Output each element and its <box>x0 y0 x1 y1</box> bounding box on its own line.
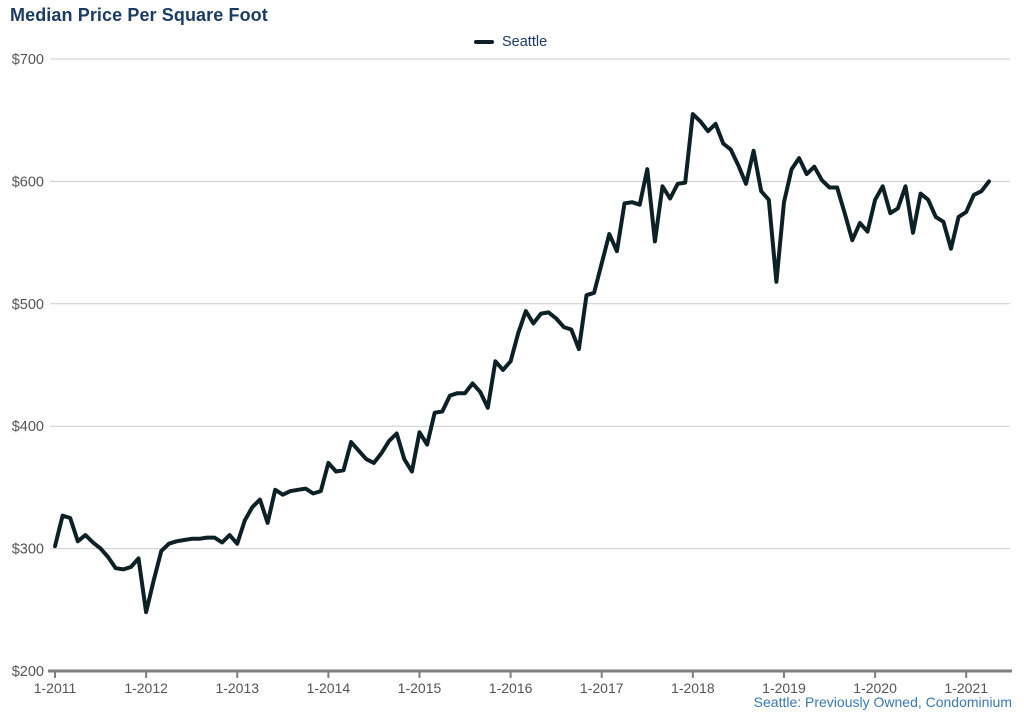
x-axis-label: 1-2019 <box>762 680 806 696</box>
x-axis-label: 1-2013 <box>215 680 259 696</box>
chart-title: Median Price Per Square Foot <box>10 5 268 25</box>
y-axis-label: $700 <box>12 52 44 68</box>
legend-label-seattle: Seattle <box>502 34 548 50</box>
y-axis-label: $200 <box>12 664 44 680</box>
legend: Seattle <box>474 34 547 50</box>
y-axis-label: $400 <box>12 419 44 435</box>
legend-swatch-seattle <box>474 40 494 44</box>
x-axis-label: 1-2015 <box>398 680 442 696</box>
y-axis-label: $300 <box>12 542 44 558</box>
x-axis-label: 1-2018 <box>671 680 715 696</box>
y-axis-label: $500 <box>12 297 44 313</box>
x-axis-label: 1-2012 <box>124 680 168 696</box>
y-axis-label: $600 <box>12 174 44 190</box>
x-axis-label: 1-2016 <box>489 680 533 696</box>
x-axis-label: 1-2020 <box>853 680 897 696</box>
x-axis-label: 1-2014 <box>307 680 351 696</box>
x-axis-label: 1-2011 <box>34 680 77 696</box>
x-axis-label: 1-2017 <box>580 680 624 696</box>
x-axis-label: 1-2021 <box>944 680 988 696</box>
seattle-series-line <box>53 112 991 615</box>
footnote: Seattle: Previously Owned, Condominium <box>753 694 1012 710</box>
